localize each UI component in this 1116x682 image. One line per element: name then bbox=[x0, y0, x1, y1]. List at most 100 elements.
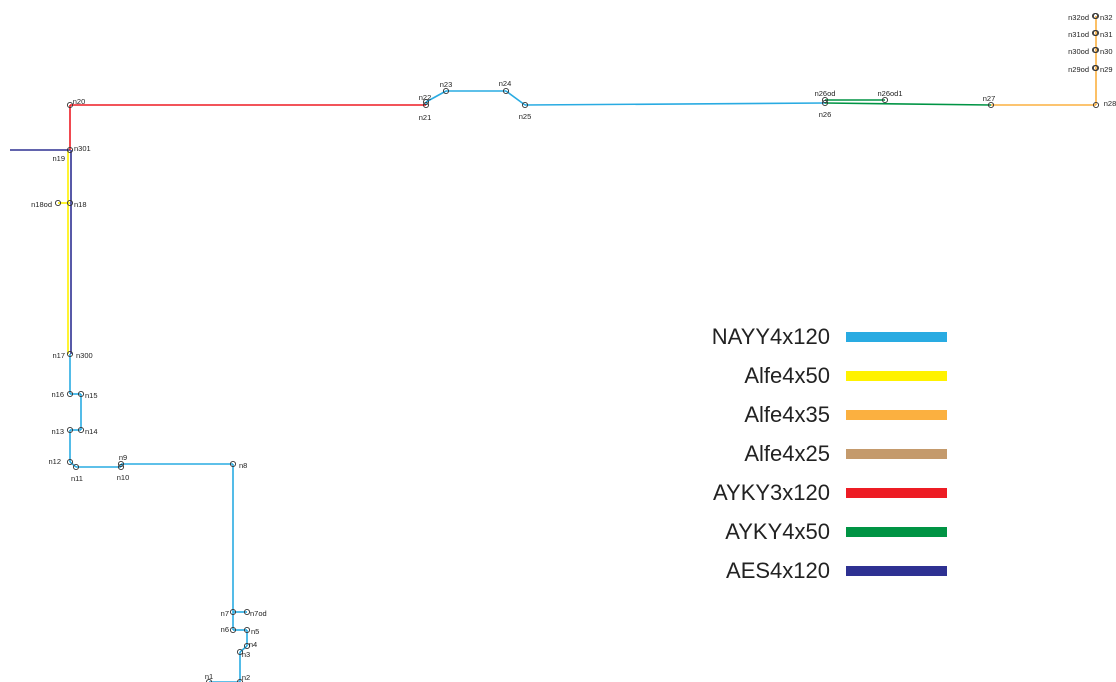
node-label: n30od bbox=[1068, 47, 1089, 56]
node-n20[interactable]: n20 bbox=[66, 97, 85, 109]
node-marker bbox=[229, 460, 237, 468]
node-n14[interactable]: n14 bbox=[77, 426, 98, 436]
node-marker bbox=[72, 463, 80, 471]
node-n5[interactable]: n5 bbox=[243, 626, 259, 636]
node-marker bbox=[66, 390, 74, 398]
node-marker bbox=[1092, 101, 1100, 109]
node-marker bbox=[77, 390, 85, 398]
node-label: n22 bbox=[419, 93, 432, 102]
node-label: n24 bbox=[499, 79, 512, 88]
node-label: n7 bbox=[221, 609, 229, 618]
node-marker bbox=[236, 678, 244, 682]
node-label: n9 bbox=[119, 453, 127, 462]
legend-item: AYKY3x120 bbox=[713, 480, 947, 505]
legend-label: AYKY3x120 bbox=[713, 480, 830, 505]
node-marker bbox=[243, 626, 251, 634]
legend-label: AYKY4x50 bbox=[725, 519, 830, 544]
node-label: n25 bbox=[519, 112, 532, 121]
node-n6[interactable]: n6 bbox=[221, 625, 237, 634]
node-label: n5 bbox=[251, 627, 259, 636]
node-n21[interactable]: n21 bbox=[419, 101, 432, 122]
node-marker bbox=[1091, 12, 1099, 20]
node-label: n18 bbox=[74, 200, 87, 209]
node-n23[interactable]: n23 bbox=[440, 80, 453, 95]
edge-n3-n4 bbox=[239, 645, 248, 653]
node-marker bbox=[229, 608, 237, 616]
node-n7[interactable]: n7 bbox=[221, 608, 237, 618]
node-label: n300 bbox=[76, 351, 93, 360]
node-marker bbox=[66, 458, 74, 466]
node-n3[interactable]: n3 bbox=[236, 648, 250, 659]
node-n28[interactable]: n28 bbox=[1092, 99, 1116, 109]
node-label: n31 bbox=[1100, 30, 1113, 39]
node-marker bbox=[881, 96, 889, 104]
node-marker bbox=[1091, 64, 1099, 72]
node-n301[interactable]: n301 bbox=[74, 144, 91, 153]
node-label: n17 bbox=[52, 351, 65, 360]
node-n9[interactable]: n9 bbox=[117, 453, 127, 468]
legend-swatch bbox=[846, 566, 947, 576]
node-marker bbox=[66, 426, 74, 434]
node-n300[interactable]: n300 bbox=[76, 351, 93, 360]
node-label: n1 bbox=[205, 672, 213, 681]
node-n12[interactable]: n12 bbox=[48, 457, 74, 466]
legend-item: Alfe4x35 bbox=[744, 402, 947, 427]
node-n24[interactable]: n24 bbox=[499, 79, 512, 95]
node-n18od[interactable]: n18od bbox=[31, 199, 62, 209]
node-n13[interactable]: n13 bbox=[51, 426, 74, 436]
node-n7od[interactable]: n7od bbox=[243, 608, 267, 618]
node-marker bbox=[442, 87, 450, 95]
node-n8[interactable]: n8 bbox=[229, 460, 247, 470]
legend-item: Alfe4x50 bbox=[744, 363, 947, 388]
node-n25[interactable]: n25 bbox=[519, 101, 532, 121]
node-label: n26od bbox=[815, 89, 836, 98]
node-n32od[interactable]: n32od bbox=[1068, 12, 1099, 22]
node-n22[interactable]: n22 bbox=[419, 93, 432, 106]
node-label: n16 bbox=[51, 390, 64, 399]
node-marker bbox=[243, 642, 251, 650]
node-n26od1[interactable]: n26od1 bbox=[877, 89, 903, 104]
node-marker bbox=[77, 426, 85, 434]
node-n29od[interactable]: n29od bbox=[1068, 64, 1099, 74]
node-n11[interactable]: n11 bbox=[71, 463, 83, 483]
legend-label: Alfe4x50 bbox=[744, 363, 830, 388]
node-label: n8 bbox=[239, 461, 247, 470]
node-n15[interactable]: n15 bbox=[77, 390, 98, 400]
node-label: n30 bbox=[1100, 47, 1113, 56]
legend-item: AES4x120 bbox=[726, 558, 947, 583]
legend-label: AES4x120 bbox=[726, 558, 830, 583]
legend-item: NAYY4x120 bbox=[712, 324, 947, 349]
node-marker bbox=[502, 87, 510, 95]
node-n10[interactable]: n10 bbox=[117, 463, 130, 482]
node-n27[interactable]: n27 bbox=[983, 94, 996, 109]
node-marker bbox=[66, 146, 74, 154]
legend-swatch bbox=[846, 371, 947, 381]
node-label: n28 bbox=[1104, 99, 1116, 108]
node-n19[interactable]: n19 bbox=[52, 146, 74, 163]
legend-label: Alfe4x25 bbox=[744, 441, 830, 466]
node-marker bbox=[1091, 46, 1099, 54]
node-n26[interactable]: n26 bbox=[819, 99, 832, 119]
node-label: n3 bbox=[242, 650, 250, 659]
node-marker bbox=[66, 101, 74, 109]
node-n4[interactable]: n4 bbox=[243, 640, 257, 650]
node-n31od[interactable]: n31od bbox=[1068, 29, 1099, 39]
node-label: n14 bbox=[85, 427, 98, 436]
node-n30od[interactable]: n30od bbox=[1068, 46, 1099, 56]
node-n18[interactable]: n18 bbox=[66, 199, 87, 209]
node-marker bbox=[1091, 29, 1099, 37]
node-marker bbox=[66, 199, 74, 207]
node-label: n18od bbox=[31, 200, 52, 209]
node-marker bbox=[117, 463, 125, 471]
edge-n24-n25 bbox=[505, 90, 526, 106]
node-n17[interactable]: n17 bbox=[52, 350, 74, 360]
node-n16[interactable]: n16 bbox=[51, 390, 74, 399]
node-label: n21 bbox=[419, 113, 432, 122]
node-n2[interactable]: n2 bbox=[236, 673, 250, 682]
node-n1[interactable]: n1 bbox=[205, 672, 213, 682]
node-marker bbox=[205, 678, 213, 682]
node-label: n7od bbox=[250, 609, 267, 618]
node-marker bbox=[987, 101, 995, 109]
legend-item: Alfe4x25 bbox=[744, 441, 947, 466]
node-n26od[interactable]: n26od bbox=[815, 89, 836, 104]
